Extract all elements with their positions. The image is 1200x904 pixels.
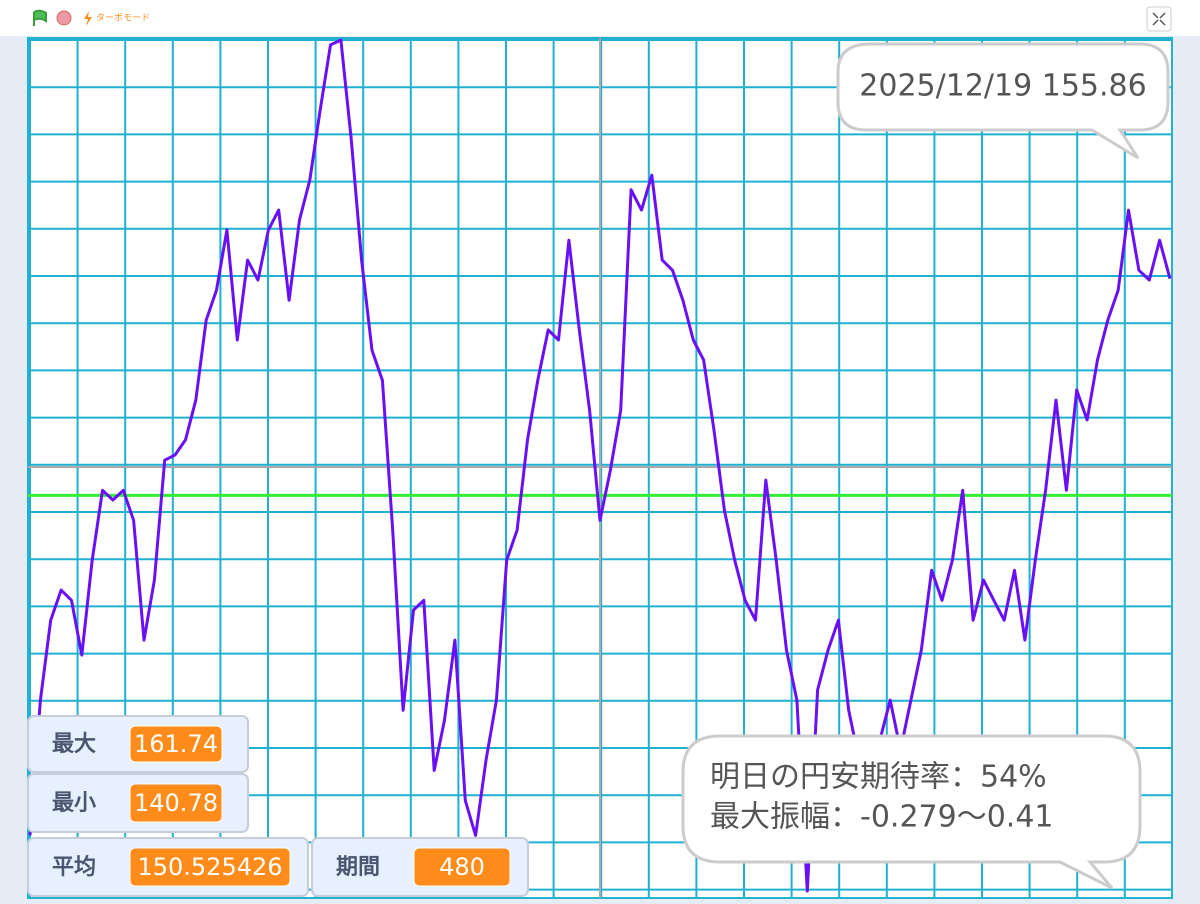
monitor-label: 最大: [52, 732, 96, 757]
monitor-value-box: [129, 783, 223, 823]
forecast-rate: 明日の円安期待率：54%: [710, 760, 1047, 795]
turbo-icon: [84, 11, 92, 26]
monitor-label: 最小: [52, 791, 96, 816]
top-bar: [0, 0, 1200, 36]
green-flag[interactable]: [33, 9, 47, 26]
monitor-value: 140.78: [134, 789, 218, 817]
monitor-value-box: [413, 847, 511, 887]
max-amplitude: 最大振幅：-0.279〜0.41: [710, 800, 1054, 835]
fullscreen-button[interactable]: [1146, 6, 1172, 32]
price-line: [28, 38, 1172, 893]
speech-bubble: [836, 42, 1170, 160]
monitor-value: 480: [439, 853, 485, 881]
monitor-label: 平均: [52, 854, 96, 880]
speech-bubble: [681, 734, 1142, 890]
latest-price: 2025/12/19 155.86: [859, 69, 1146, 104]
monitor-value-box: [129, 847, 291, 887]
monitor-value: 150.525426: [137, 853, 282, 881]
monitor-value: 161.74: [134, 730, 218, 758]
turbo-label: ターボモード: [96, 13, 150, 24]
monitor-value-box: [129, 725, 223, 763]
stop-button[interactable]: [56, 10, 72, 26]
monitor-label: 期間: [336, 855, 380, 880]
